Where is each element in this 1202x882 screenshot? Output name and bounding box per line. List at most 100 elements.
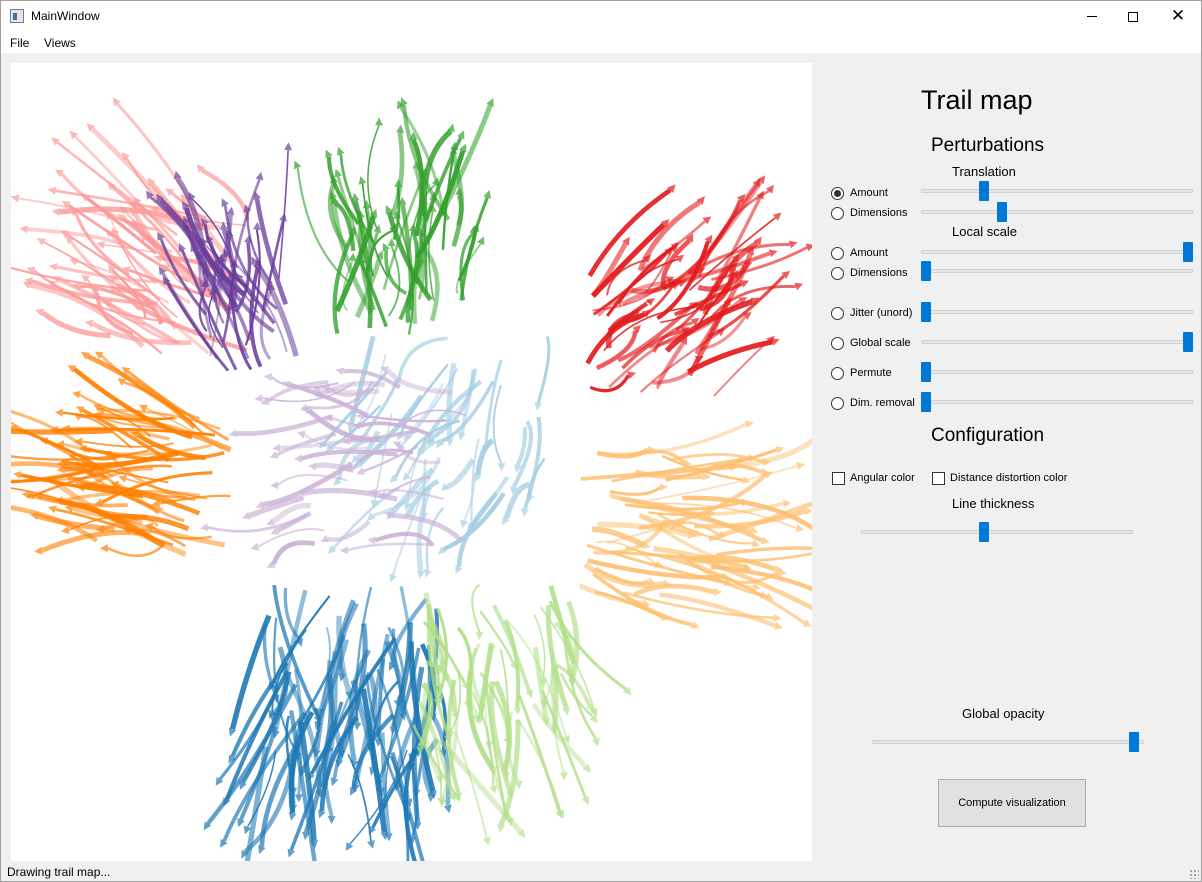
local-scale-amount-radio[interactable]: Amount (831, 245, 888, 261)
trail-head (35, 308, 44, 317)
radio-button[interactable] (831, 336, 844, 350)
trail-head (449, 146, 458, 155)
minimize-button[interactable] (1069, 1, 1115, 32)
trail-line (605, 311, 636, 349)
trail-line (669, 521, 720, 536)
jitter-slider[interactable] (921, 302, 1193, 322)
trail-head (173, 170, 182, 180)
trail-line (664, 298, 754, 353)
line-thickness-slider[interactable] (861, 522, 1133, 542)
trail-line (492, 384, 503, 464)
dim-removal-slider[interactable] (921, 392, 1193, 412)
global-scale-slider[interactable] (921, 332, 1193, 352)
radio-button[interactable] (831, 206, 844, 220)
trail-head (96, 406, 106, 414)
slider-handle[interactable] (921, 392, 931, 412)
trail-head (287, 848, 296, 858)
slider-handle[interactable] (1183, 332, 1193, 352)
trail-head (178, 243, 186, 252)
radio-button[interactable] (831, 396, 844, 410)
slider-handle[interactable] (921, 362, 931, 382)
maximize-button[interactable] (1110, 1, 1156, 32)
trail-line (590, 242, 628, 298)
trail-line (401, 104, 451, 221)
trail-head (11, 425, 18, 433)
option-label: Permute (850, 367, 892, 379)
trail-line (59, 278, 179, 345)
trail-head (589, 707, 598, 717)
angular-color-checkbox[interactable]: Angular color (832, 470, 915, 486)
global-scale-radio[interactable]: Global scale (831, 335, 911, 351)
trail-line (617, 304, 693, 363)
trail-head (731, 253, 740, 263)
menu-views[interactable]: Views (44, 36, 76, 50)
trail-head (352, 421, 362, 430)
trail-head (647, 577, 656, 586)
trail-head (447, 123, 455, 133)
radio-button[interactable] (831, 266, 844, 280)
permute-slider[interactable] (921, 362, 1193, 382)
slider-handle[interactable] (997, 202, 1007, 222)
slider-handle[interactable] (1183, 242, 1193, 262)
trail-line (80, 415, 133, 449)
slider-handle[interactable] (979, 522, 989, 542)
translation-amount-slider[interactable] (921, 181, 1193, 201)
trail-head (69, 130, 78, 140)
perturbations-heading: Perturbations (931, 135, 1045, 156)
compute-visualization-button[interactable]: Compute visualization (938, 779, 1086, 827)
trail-head (47, 280, 57, 289)
close-button[interactable]: ✕ (1155, 1, 1201, 32)
global-opacity-slider[interactable] (872, 732, 1144, 752)
dim-removal-radio[interactable]: Dim. removal (831, 395, 915, 411)
trail-head (423, 569, 432, 578)
radio-button[interactable] (831, 366, 844, 380)
translation-dimensions-slider[interactable] (921, 202, 1193, 222)
permute-radio[interactable]: Permute (831, 365, 892, 381)
trail-line (109, 302, 181, 344)
slider-handle[interactable] (979, 181, 989, 201)
translation-amount-radio[interactable]: Amount (831, 185, 888, 201)
local-scale-amount-slider[interactable] (921, 242, 1193, 262)
radio-button[interactable] (831, 246, 844, 260)
slider-handle[interactable] (921, 261, 931, 281)
trail-line (234, 242, 252, 314)
local-scale-dimensions-slider[interactable] (921, 261, 1193, 281)
trail-line (385, 476, 431, 496)
trail-head (294, 160, 302, 170)
trail-head (144, 522, 154, 531)
trail-head (86, 123, 96, 132)
distortion-color-checkbox[interactable]: Distance distortion color (932, 470, 1067, 486)
radio-button[interactable] (831, 186, 844, 200)
trail-head (675, 254, 685, 263)
trail-line (414, 150, 466, 260)
trail-head (752, 178, 761, 188)
trail-head (368, 825, 377, 835)
trail-head (200, 523, 209, 532)
trail-head (627, 371, 636, 380)
local-scale-dimensions-radio[interactable]: Dimensions (831, 265, 907, 281)
trail-line (625, 546, 762, 596)
resize-grip-icon[interactable] (1189, 869, 1199, 879)
slider-handle[interactable] (921, 302, 931, 322)
trail-head (679, 336, 688, 346)
trail-head (459, 143, 467, 153)
checkbox-box[interactable] (832, 471, 845, 485)
checkbox-box[interactable] (932, 471, 945, 485)
trail-head (341, 436, 351, 445)
menu-file[interactable]: File (10, 36, 30, 50)
trail-head (331, 195, 339, 205)
title-bar[interactable]: MainWindow ✕ (1, 1, 1201, 32)
trail-map-canvas[interactable] (11, 63, 812, 861)
trail-head (380, 366, 389, 374)
trail-head (501, 812, 510, 821)
trail-head (804, 507, 812, 516)
slider-handle[interactable] (1129, 732, 1139, 752)
radio-button[interactable] (831, 306, 844, 320)
trail-line (382, 174, 425, 291)
translation-dimensions-radio[interactable]: Dimensions (831, 205, 907, 221)
trail-head (250, 542, 260, 551)
jitter-radio[interactable]: Jitter (unord) (831, 305, 912, 321)
trail-head (526, 493, 535, 503)
trail-head (416, 746, 425, 755)
